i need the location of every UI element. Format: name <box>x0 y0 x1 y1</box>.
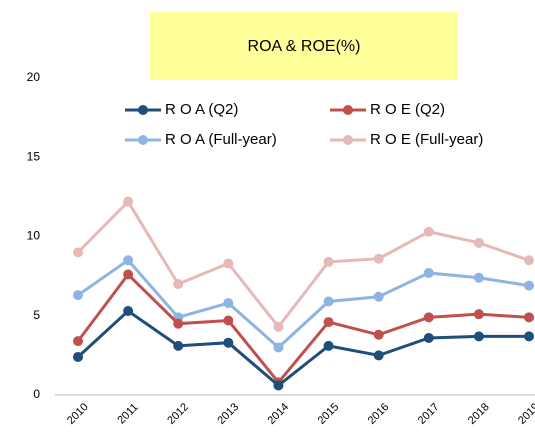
point <box>373 253 384 264</box>
y-tick-label: 0 <box>33 387 40 401</box>
point <box>223 258 234 269</box>
point <box>524 312 534 323</box>
point <box>223 298 234 309</box>
point <box>423 226 434 237</box>
point <box>524 255 534 266</box>
x-tick-label: 2011 <box>115 401 140 426</box>
point <box>473 331 484 342</box>
y-tick-label: 15 <box>27 149 41 163</box>
point <box>524 331 534 342</box>
point <box>373 329 384 340</box>
point <box>423 267 434 278</box>
chart-title: ROA & ROE(%) <box>248 38 361 55</box>
point <box>73 290 83 301</box>
legend-label: R O A (Q2) <box>165 101 238 118</box>
point <box>423 312 434 323</box>
point <box>173 340 184 351</box>
x-tick-label: 2014 <box>265 401 291 427</box>
point <box>473 237 484 248</box>
point <box>73 351 83 362</box>
point <box>123 269 134 280</box>
legend-marker <box>343 105 353 115</box>
y-tick-label: 5 <box>33 308 40 322</box>
legend-marker <box>138 135 148 145</box>
point <box>123 305 134 316</box>
point <box>373 350 384 361</box>
x-tick-label: 2013 <box>215 401 241 427</box>
point <box>323 296 334 307</box>
point <box>323 256 334 267</box>
point <box>273 342 284 353</box>
legend-label: R O E (Full-year) <box>370 131 483 148</box>
point <box>123 196 134 207</box>
y-tick-label: 20 <box>27 70 41 84</box>
point <box>273 321 284 332</box>
point <box>273 380 284 391</box>
series-line <box>76 199 530 330</box>
x-tick-label: 2017 <box>416 401 442 427</box>
point <box>123 255 134 266</box>
series-line <box>76 309 529 388</box>
series-line <box>76 272 530 385</box>
legend-marker <box>138 105 148 115</box>
x-tick-label: 2012 <box>165 401 191 427</box>
legend-label: R O E (Q2) <box>370 101 445 118</box>
title-box <box>150 12 458 80</box>
x-tick-label: 2010 <box>65 401 91 427</box>
point <box>323 317 334 328</box>
point <box>473 272 484 283</box>
series-line <box>77 258 530 350</box>
point <box>223 315 234 326</box>
point <box>323 340 334 351</box>
x-tick-label: 2015 <box>316 401 342 427</box>
x-tick-label: 2018 <box>466 401 492 427</box>
point <box>73 336 83 347</box>
x-tick-label: 2016 <box>366 401 392 427</box>
point <box>473 309 484 320</box>
x-tick-label: 2019 <box>516 401 535 427</box>
point <box>423 332 434 343</box>
legend-label: R O A (Full-year) <box>165 131 277 148</box>
point <box>524 280 534 291</box>
point <box>173 318 184 329</box>
point <box>173 279 184 290</box>
legend-marker <box>343 135 353 145</box>
y-tick-label: 10 <box>27 229 41 243</box>
point <box>223 337 234 348</box>
point <box>73 247 83 258</box>
point <box>373 291 384 302</box>
